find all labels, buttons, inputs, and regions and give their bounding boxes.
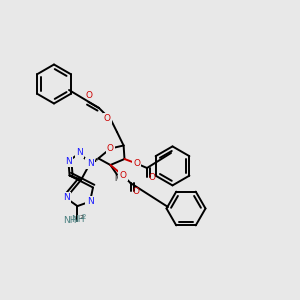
Text: O: O <box>85 92 92 100</box>
Text: 2: 2 <box>79 215 83 220</box>
Text: O: O <box>119 171 127 180</box>
Text: N: N <box>76 148 83 157</box>
Text: NH: NH <box>71 214 84 224</box>
Text: O: O <box>149 172 156 182</box>
Text: N: N <box>87 197 93 206</box>
Text: 2: 2 <box>82 214 86 220</box>
Text: N: N <box>65 157 72 166</box>
Text: N: N <box>87 159 93 168</box>
Text: O: O <box>132 187 140 196</box>
Text: N: N <box>63 194 69 202</box>
Text: O: O <box>107 144 114 153</box>
Text: O: O <box>104 114 111 123</box>
Text: NH: NH <box>63 216 77 225</box>
Text: O: O <box>133 159 140 168</box>
Text: Me: Me <box>114 174 126 183</box>
